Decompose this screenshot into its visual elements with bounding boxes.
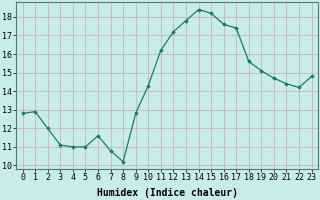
X-axis label: Humidex (Indice chaleur): Humidex (Indice chaleur) <box>97 188 237 198</box>
